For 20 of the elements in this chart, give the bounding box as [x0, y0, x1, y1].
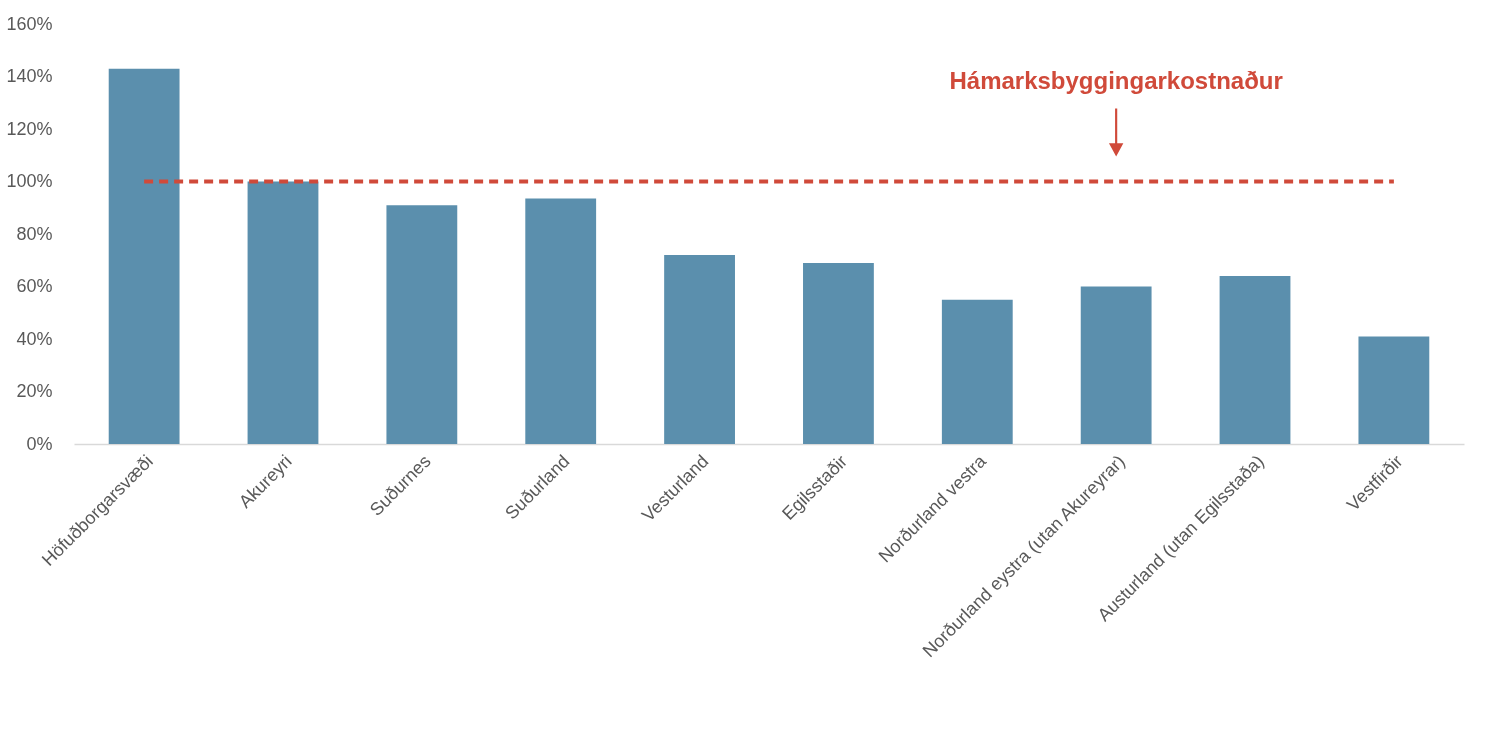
bar [803, 262, 874, 444]
bar [1358, 336, 1430, 444]
y-tick-label: 0% [26, 433, 53, 454]
bar [1080, 286, 1152, 444]
y-tick-label: 20% [16, 381, 53, 401]
y-tick-label: 160% [6, 13, 53, 34]
bar [664, 255, 735, 444]
ref-line-label: Hámarksbyggingarkostnaður [949, 66, 1283, 94]
bar [1219, 276, 1291, 444]
bar [941, 299, 1013, 444]
y-tick-label: 140% [6, 66, 53, 86]
y-tick-label: 60% [16, 276, 53, 296]
y-tick-label: 80% [16, 223, 53, 244]
y-tick-label: 40% [16, 328, 53, 349]
y-tick-label: 120% [6, 118, 53, 139]
bar [525, 198, 597, 444]
bar [108, 68, 180, 444]
bar [386, 205, 458, 444]
y-tick-label: 100% [6, 171, 53, 191]
bar [247, 181, 319, 444]
